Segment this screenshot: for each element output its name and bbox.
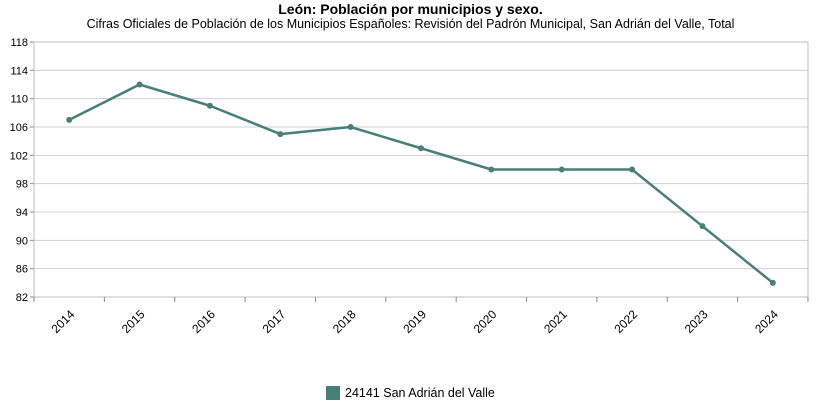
data-point (558, 166, 565, 173)
legend-swatch (326, 386, 340, 400)
legend: 24141 San Adrián del Valle (326, 386, 495, 400)
data-point (206, 102, 213, 109)
x-tick-label: 2014 (49, 307, 78, 336)
x-tick-label: 2022 (611, 307, 640, 336)
data-point (136, 81, 143, 88)
data-point (347, 124, 354, 130)
y-tick-label: 90 (16, 235, 28, 247)
y-tick-label: 86 (16, 264, 28, 276)
data-point (769, 279, 776, 286)
y-tick-label: 98 (16, 179, 28, 191)
x-tick-label: 2018 (330, 307, 359, 336)
data-point (629, 166, 636, 173)
chart-subtitle: Cifras Oficiales de Población de los Mun… (86, 17, 735, 31)
y-tick-label: 110 (10, 94, 28, 106)
y-tick-label: 94 (16, 207, 28, 219)
legend-label: 24141 San Adrián del Valle (345, 386, 495, 400)
y-tick-label: 102 (10, 150, 28, 162)
plot-border (33, 41, 809, 298)
x-tick-label: 2015 (119, 307, 148, 336)
chart-title: León: Población por municipios y sexo. (278, 1, 543, 17)
y-tick-label: 118 (10, 37, 28, 49)
x-tick-label: 2019 (400, 307, 429, 336)
data-point (699, 223, 706, 230)
x-tick-label: 2020 (471, 307, 500, 336)
y-tick-label: 114 (10, 65, 28, 77)
y-tick-label: 82 (16, 292, 28, 304)
x-tick-label: 2017 (260, 307, 289, 336)
y-tick-label: 106 (10, 122, 28, 134)
data-point (66, 116, 73, 123)
x-tick-label: 2016 (189, 307, 218, 336)
data-point (418, 145, 424, 152)
x-tick-label: 2023 (682, 307, 711, 336)
data-point (488, 166, 495, 173)
x-tick-label: 2021 (541, 307, 570, 336)
data-point (277, 131, 284, 138)
x-tick-label: 2024 (752, 307, 781, 336)
